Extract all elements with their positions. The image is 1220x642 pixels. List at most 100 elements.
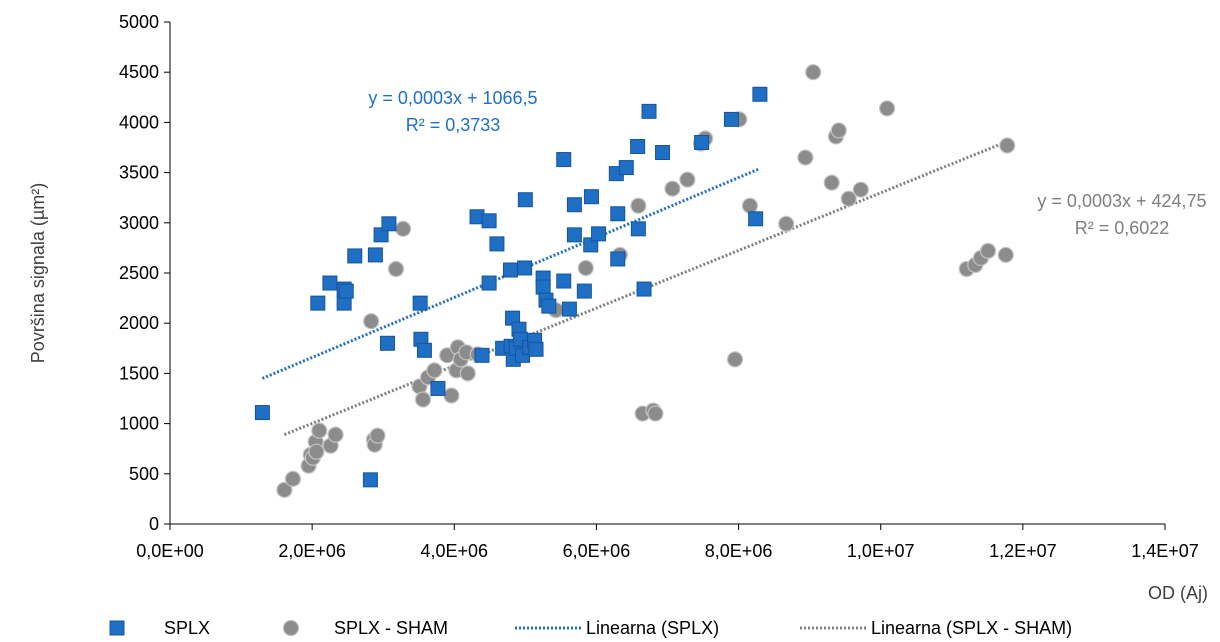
trendline-r2-splx: R² = 0,3733 (406, 115, 501, 135)
y-tick-label: 4000 (119, 112, 159, 132)
data-point-splx (556, 273, 572, 289)
legend-label-splx: SPLX (164, 618, 210, 638)
data-point-splx-sham (577, 259, 594, 277)
data-point-splx (517, 192, 533, 208)
legend-item-splx: SPLX (109, 618, 210, 638)
trendline-r2-splx-sham: R² = 0,6022 (1075, 218, 1170, 238)
data-point-splx-sham (414, 391, 432, 408)
data-point-splx (541, 298, 557, 314)
legend-label-linearna-splx: Linearna (SPLX) (586, 618, 719, 638)
y-tick-label: 1500 (119, 363, 159, 383)
data-point-splx-sham (726, 351, 744, 368)
data-point-splx (367, 247, 383, 263)
data-point-splx-sham (999, 137, 1016, 154)
x-tick-label: 6,0E+06 (563, 541, 631, 561)
data-point-splx (412, 295, 428, 311)
data-point-splx-sham (679, 171, 696, 188)
data-point-splx (630, 221, 646, 237)
x-tick-label: 4,0E+06 (421, 541, 489, 561)
data-point-splx (379, 335, 395, 351)
y-tick-label: 0 (149, 514, 159, 534)
data-point-splx (561, 301, 577, 317)
data-point-splx (576, 283, 592, 299)
data-point-splx (430, 380, 446, 396)
data-point-splx-sham (997, 246, 1014, 264)
trendline-equation-splx-sham: y = 0,0003x + 424,75 (1037, 191, 1206, 211)
data-point-splx-sham (879, 100, 896, 117)
data-point-splx (481, 213, 497, 229)
x-axis-ticks: 0,0E+00 2,0E+06 4,0E+06 6,0E+06 8,0E+06 1,0E+… (136, 524, 1199, 561)
data-point-splx (381, 216, 397, 232)
y-tick-label: 500 (129, 464, 159, 484)
x-tick-label: 1,4E+07 (1131, 541, 1199, 561)
data-point-splx (310, 295, 326, 311)
data-point-splx (641, 103, 657, 119)
data-point-splx (416, 342, 432, 358)
y-tick-label: 5000 (119, 12, 159, 32)
data-point-splx-sham (311, 422, 328, 439)
trendline-equation-splx: y = 0,0003x + 1066,5 (368, 88, 537, 108)
data-point-splx (723, 111, 739, 127)
trendlines (261, 140, 1008, 437)
data-point-splx (362, 472, 378, 488)
data-point-splx (254, 405, 270, 421)
x-tick-label: 1,0E+07 (847, 541, 915, 561)
legend-item-linearna-splx-sham: Linearna (SPLX - SHAM) (800, 618, 1072, 638)
data-point-splx-sham (308, 443, 325, 460)
data-point-splx (630, 138, 646, 154)
y-tick-label: 3000 (119, 213, 159, 233)
data-point-splx (528, 341, 544, 357)
data-point-splx (474, 347, 490, 363)
data-point-splx-sham (387, 260, 405, 278)
data-point-splx-sham (830, 122, 847, 139)
data-point-splx (517, 260, 533, 276)
data-point-splx-sham (363, 313, 380, 330)
data-point-splx-sham (327, 426, 344, 443)
data-point-splx (655, 145, 671, 161)
data-point-splx-sham (630, 197, 647, 214)
data-point-splx (583, 237, 599, 253)
data-point-splx-sham (741, 197, 759, 214)
x-axis-title: OD (Aj) (1148, 583, 1208, 603)
data-point-splx-sham (395, 220, 412, 237)
y-axis-ticks: 0 500 1000 1500 2000 2500 3000 3500 4000 4500 5000 (119, 12, 170, 534)
data-point-splx (566, 197, 582, 213)
legend-circle-marker-icon (283, 620, 299, 636)
legend-label-splx-sham: SPLX - SHAM (334, 618, 448, 638)
data-point-splx-sham (443, 387, 460, 404)
data-point-splx (618, 160, 634, 176)
data-point-splx-sham (284, 470, 302, 487)
data-point-splx (489, 236, 505, 252)
series-splx-sham (276, 64, 1016, 498)
data-point-splx (556, 152, 572, 168)
data-point-splx-sham (823, 174, 840, 191)
data-point-splx-sham (459, 365, 476, 382)
y-tick-label: 2000 (119, 313, 159, 333)
series-splx (254, 86, 768, 488)
data-point-splx-sham (840, 190, 857, 207)
y-tick-label: 4500 (119, 62, 159, 82)
x-tick-label: 0,0E+00 (136, 541, 204, 561)
data-point-splx (322, 275, 338, 291)
x-tick-label: 1,2E+07 (989, 541, 1057, 561)
data-point-splx (481, 275, 497, 291)
x-tick-label: 8,0E+06 (705, 541, 773, 561)
data-point-splx (338, 283, 354, 299)
data-point-splx (591, 226, 607, 242)
y-axis-title: Površina signala (µm²) (28, 183, 48, 363)
data-point-splx-sham (805, 64, 822, 81)
legend-item-splx-sham: SPLX - SHAM (283, 618, 448, 638)
data-point-splx (610, 251, 626, 267)
y-tick-label: 2500 (119, 263, 159, 283)
y-tick-label: 1000 (119, 414, 159, 434)
data-point-splx-sham (852, 181, 869, 198)
data-point-splx-sham (797, 149, 814, 166)
data-point-splx-sham (426, 362, 443, 379)
data-point-splx-sham (276, 481, 293, 498)
data-point-splx-sham (778, 215, 795, 232)
data-point-splx (610, 206, 626, 222)
data-point-splx (748, 211, 764, 227)
data-point-splx-sham (664, 180, 681, 197)
legend-label-linearna-splx-sham: Linearna (SPLX - SHAM) (871, 618, 1072, 638)
